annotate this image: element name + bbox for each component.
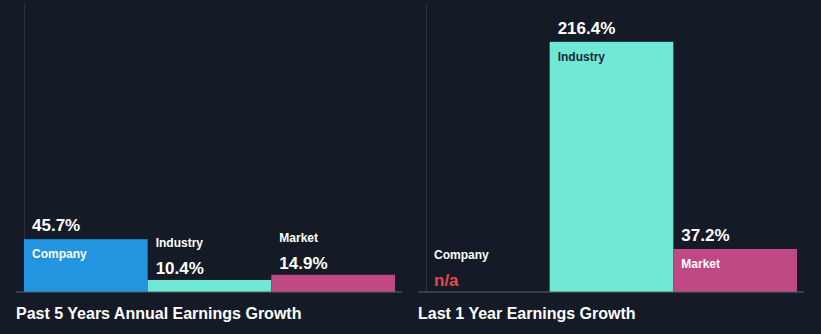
chart-title: Last 1 Year Earnings Growth <box>418 305 636 322</box>
category-label: Industry <box>558 50 606 64</box>
bar <box>271 275 395 292</box>
data-label: 45.7% <box>32 216 80 235</box>
chart-canvas: Company 45.7% Industry 10.4% Market 14.9% Past… <box>0 0 821 334</box>
data-label: n/a <box>434 271 459 290</box>
panel: Company n/a Industry 216.4% Market 37.2% Last … <box>418 4 804 323</box>
bars <box>550 42 797 292</box>
data-label: 10.4% <box>156 259 204 278</box>
data-label: 14.9% <box>279 254 327 273</box>
bar <box>673 249 797 292</box>
category-label: Industry <box>156 236 204 250</box>
y-axis-line <box>426 4 427 293</box>
category-label: Company <box>434 248 489 262</box>
category-label: Market <box>681 257 720 271</box>
x-axis <box>418 292 804 293</box>
category-label: Company <box>32 247 87 261</box>
chart-title: Past 5 Years Annual Earnings Growth <box>16 305 301 322</box>
bar <box>24 239 148 292</box>
labels: Company 45.7% Industry 10.4% Market 14.9% <box>32 216 328 278</box>
bar <box>148 280 272 292</box>
data-label: 216.4% <box>558 19 616 38</box>
panel: Company 45.7% Industry 10.4% Market 14.9% Past… <box>16 4 402 323</box>
x-axis <box>16 292 402 293</box>
labels: Company n/a Industry 216.4% Market 37.2% <box>434 19 730 290</box>
bars <box>24 239 395 292</box>
background <box>0 0 821 334</box>
data-label: 37.2% <box>681 226 729 245</box>
x-axis-line <box>418 292 804 293</box>
x-axis-line <box>16 292 402 293</box>
category-label: Market <box>279 231 318 245</box>
y-axis <box>426 4 427 293</box>
bar <box>550 42 674 292</box>
